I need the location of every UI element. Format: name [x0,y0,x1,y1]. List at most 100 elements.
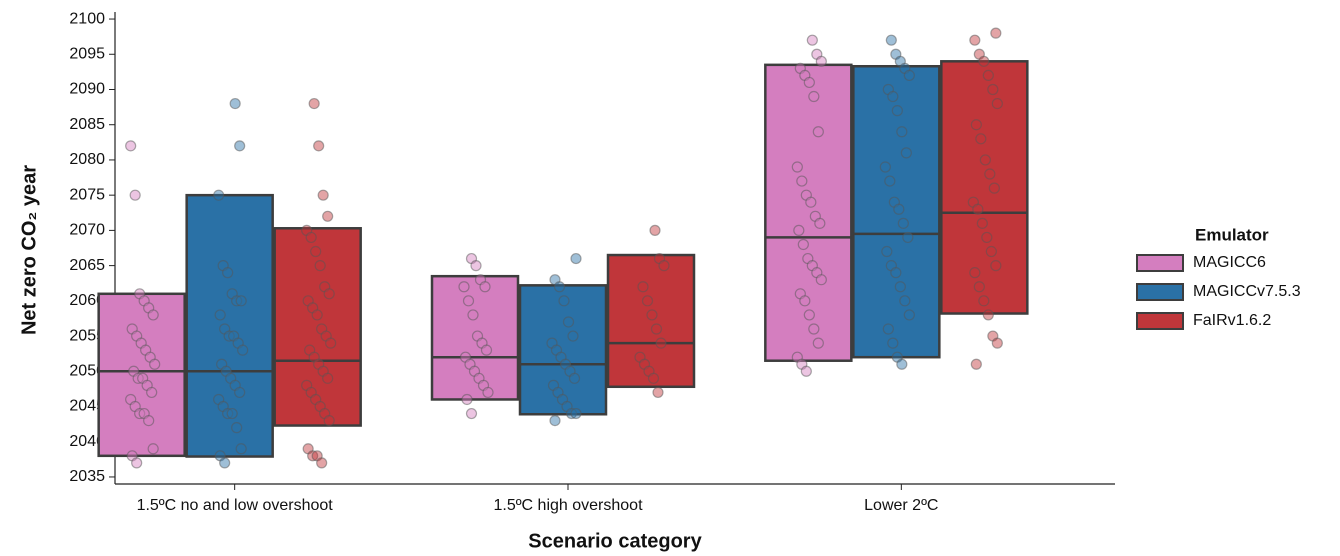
point [655,337,667,349]
point [815,274,827,286]
point [313,140,325,152]
point [970,119,982,131]
point [647,372,660,384]
point [237,344,249,356]
point [791,161,803,173]
point [981,231,993,244]
y-tick-label: 2100 [69,10,105,27]
x-tick-label: 1.5ºC high overshoot [493,497,643,514]
point [213,189,225,201]
point [799,295,811,307]
box [764,63,853,362]
point [467,309,479,321]
point [308,97,320,110]
y-tick-label: 2060 [69,292,105,309]
point [646,309,658,321]
point [812,126,824,138]
point [979,154,991,166]
point [649,224,661,236]
box [185,193,274,458]
point [899,295,911,307]
point [970,358,982,370]
point [984,168,996,180]
legend-swatch [1136,312,1184,330]
legend-label: MAGICCv7.5.3 [1193,283,1301,300]
y-tick-label: 2065 [69,257,105,274]
point [991,337,1003,349]
point [567,330,579,342]
point [462,295,475,307]
point [885,34,897,46]
point [235,443,247,455]
point [891,105,903,117]
point [229,97,241,110]
y-tick-label: 2040 [69,433,105,450]
point [882,323,894,335]
y-tick-label: 2090 [69,81,105,98]
box [606,253,696,389]
point [214,309,226,321]
point [972,203,984,215]
point [314,260,326,272]
y-tick-label: 2085 [69,116,105,133]
legend-label: FaIRv1.6.2 [1193,312,1271,329]
point [982,69,994,82]
point [147,443,159,455]
point [226,407,238,420]
point [887,90,899,103]
point [887,337,899,349]
point [461,393,473,406]
box [430,274,520,401]
point [793,224,805,236]
point [881,245,893,258]
point [879,161,891,173]
point [900,147,912,159]
point [470,260,482,272]
x-tick-label: 1.5ºC no and low overshoot [137,497,334,514]
y-axis-title: Net zero CO₂ year [18,165,40,335]
point [316,457,328,469]
point [652,386,664,399]
point [562,316,575,328]
point [808,90,820,103]
point [978,295,990,307]
point [568,372,581,384]
point [650,323,663,335]
point [235,295,247,307]
point [988,182,1000,194]
point [325,337,337,349]
point [978,55,990,67]
point [894,281,906,293]
point [975,133,987,145]
point [125,140,137,152]
x-tick-label: Lower 2ºC [864,497,938,514]
point [806,34,818,46]
point [902,231,914,244]
point [985,245,997,258]
point [219,457,231,469]
point [897,217,909,229]
point [976,217,988,229]
point [893,203,905,215]
legend-label: MAGICC6 [1193,254,1266,271]
y-tick-label: 2050 [69,363,105,380]
point [222,267,234,279]
point [231,422,243,434]
point [234,140,246,152]
box [852,64,941,359]
point [896,358,908,370]
point [903,309,915,321]
point [465,407,478,420]
point [480,344,493,356]
point [969,34,981,46]
y-tick-label: 2045 [69,398,105,415]
point [323,414,335,427]
point [990,260,1002,272]
point [146,386,158,399]
point [990,27,1002,39]
point [317,189,329,201]
point [884,175,896,187]
y-tick-label: 2055 [69,327,105,344]
x-axis-title: Scenario category [528,530,702,552]
point [991,97,1003,110]
